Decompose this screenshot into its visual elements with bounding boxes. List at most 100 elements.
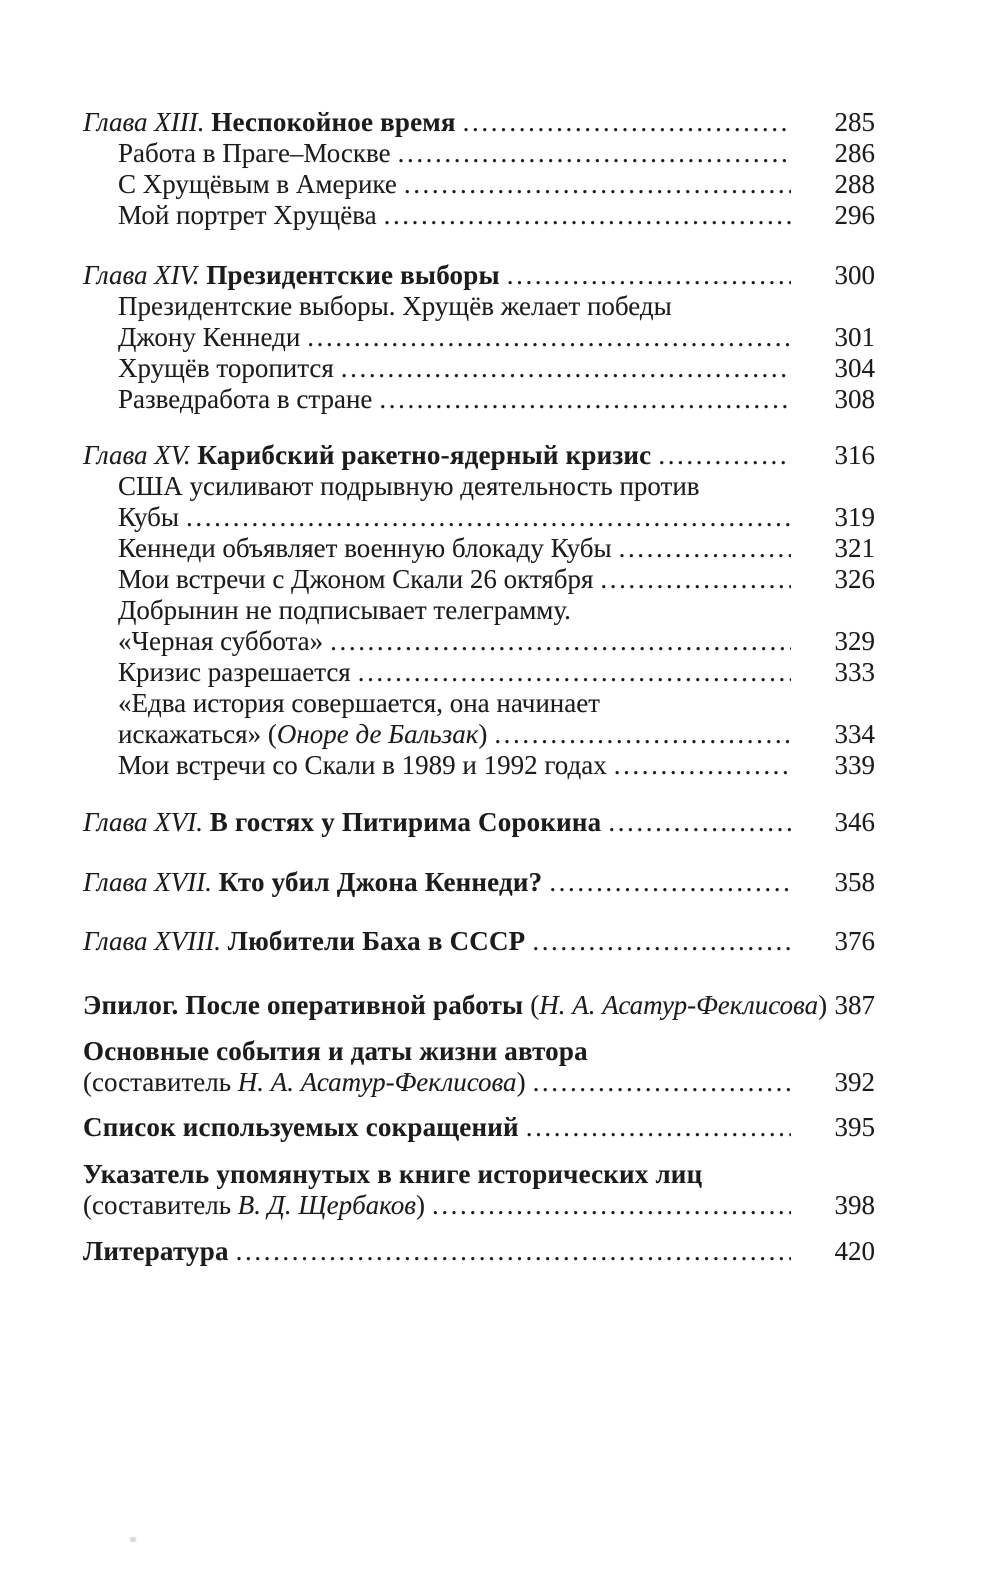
entry-text-segment: Глава XVII.: [83, 867, 219, 897]
entry-text-segment: Основные события и даты жизни автора: [83, 1036, 588, 1066]
toc-line: Президентские выборы. Хрущёв желает побе…: [83, 291, 875, 322]
toc-line: «Едва история совершается, она начинает: [83, 688, 875, 719]
toc-line: Глава XV. Карибский ракетно-ядерный криз…: [83, 440, 875, 471]
dot-leader: [526, 1112, 791, 1143]
entry-text-segment: Глава XIV.: [83, 260, 207, 290]
toc-line: Литература 420: [83, 1236, 875, 1267]
dot-leader: [658, 440, 791, 471]
entry-text-segment: Н. А. Асатур-Феклисова: [539, 990, 819, 1020]
entry-text: Глава XVII. Кто убил Джона Кеннеди?: [83, 867, 542, 898]
dot-leader: [494, 719, 791, 750]
page-number: 333: [834, 657, 876, 687]
dot-leader: [404, 169, 791, 200]
dot-leader: [619, 533, 791, 564]
entry-text-segment: Президентские выборы: [206, 260, 500, 290]
entry-text-segment: Глава XV.: [83, 440, 198, 470]
entry-text: Мой портрет Хрущёва: [118, 200, 377, 231]
dot-leader: [330, 626, 791, 657]
toc-line: Глава XVII. Кто убил Джона Кеннеди? 358: [83, 867, 875, 898]
entry-text: Глава XIII. Неспокойное время: [83, 107, 456, 138]
page-number: 346: [834, 807, 876, 837]
toc-line: Разведработа в стране 308: [83, 384, 875, 415]
page-number: 334: [834, 719, 876, 749]
page-number: 376: [834, 926, 876, 956]
toc-line: искажаться» (Оноре де Бальзак) 334: [83, 719, 875, 750]
entry-text-segment: Неспокойное время: [211, 107, 456, 137]
entry-text-segment: Мои встречи со Скали в 1989 и 1992 годах: [118, 750, 607, 780]
entry-text: Эпилог. После оперативной работы (Н. А. …: [83, 990, 827, 1021]
page-number: 316: [834, 440, 876, 470]
entry-text-segment: Карибский ракетно-ядерный кризис: [197, 440, 652, 470]
dot-leader: [432, 1190, 791, 1221]
entry-text-segment: Список используемых сокращений: [83, 1112, 519, 1142]
entry-text-segment: Эпилог. После оперативной работы: [83, 990, 531, 1020]
entry-text: Литература: [83, 1236, 229, 1267]
page-number: 288: [834, 169, 876, 199]
entry-text: США усиливают подрывную деятельность про…: [118, 471, 700, 502]
page-number: 286: [834, 138, 876, 168]
dot-leader: [614, 750, 791, 781]
entry-text: Указатель упомянутых в книге исторически…: [83, 1159, 702, 1190]
toc-line: Кубы 319: [83, 502, 875, 533]
toc-line: Мои встречи со Скали в 1989 и 1992 годах…: [83, 750, 875, 781]
entry-text-segment: Глава XVIII.: [83, 926, 228, 956]
entry-text-segment: (составитель: [83, 1067, 238, 1097]
page-number: 300: [834, 260, 876, 290]
dot-leader: [532, 926, 791, 957]
dot-leader: [186, 502, 791, 533]
page-number: 392: [834, 1067, 876, 1097]
dot-leader: [600, 564, 791, 595]
toc-line: Кеннеди объявляет военную блокаду Кубы 32…: [83, 533, 875, 564]
toc-line: С Хрущёвым в Америке 288: [83, 169, 875, 200]
entry-text: Список используемых сокращений: [83, 1112, 519, 1143]
dot-leader: [236, 1236, 791, 1267]
entry-text: Мои встречи со Скали в 1989 и 1992 годах: [118, 750, 607, 781]
entry-text: Основные события и даты жизни автора: [83, 1036, 588, 1067]
entry-text-segment: Мои встречи с Джоном Скали 26 октября: [118, 564, 594, 594]
entry-text-segment: Любители Баха в СССР: [227, 926, 526, 956]
entry-text-segment: Джону Кеннеди: [118, 322, 301, 352]
dot-leader: [379, 384, 791, 415]
toc-line: Глава XIV. Президентские выборы 300: [83, 260, 875, 291]
dot-leader: [549, 867, 791, 898]
entry-text-segment: В гостях у Питирима Сорокина: [209, 807, 602, 837]
dot-leader: [398, 138, 791, 169]
toc-line: Кризис разрешается 333: [83, 657, 875, 688]
dot-leader: [341, 353, 791, 384]
entry-text-segment: США усиливают подрывную деятельность про…: [118, 471, 700, 501]
dot-leader: [463, 107, 791, 138]
toc-line: (составитель В. Д. Щербаков) 398: [83, 1190, 875, 1221]
toc-line: США усиливают подрывную деятельность про…: [83, 471, 875, 502]
toc-line: Глава XIII. Неспокойное время 285: [83, 107, 875, 138]
entry-text-segment: Кеннеди объявляет военную блокаду Кубы: [118, 533, 612, 563]
entry-text-segment: Кто убил Джона Кеннеди?: [218, 867, 543, 897]
entry-text: (составитель Н. А. Асатур-Феклисова): [83, 1067, 526, 1098]
entry-text: «Черная суббота»: [118, 626, 323, 657]
entry-text-segment: ): [516, 1067, 526, 1097]
entry-text: Мои встречи с Джоном Скали 26 октября: [118, 564, 593, 595]
entry-text-segment: Президентские выборы. Хрущёв желает побе…: [118, 291, 672, 321]
print-speck: [130, 1537, 136, 1542]
dot-leader: [307, 322, 791, 353]
toc-line: Глава XVI. В гостях у Питирима Сорокина 3…: [83, 807, 875, 838]
entry-text-segment: (составитель: [83, 1190, 238, 1220]
entry-text-segment: (: [530, 990, 540, 1020]
page-number: 387: [834, 990, 876, 1020]
entry-text: Работа в Праге–Москве: [118, 138, 391, 169]
toc-line: Мои встречи с Джоном Скали 26 октября 326: [83, 564, 875, 595]
page-number: 326: [834, 564, 876, 594]
page-number: 319: [834, 502, 876, 532]
toc-line: Мой портрет Хрущёва 296: [83, 200, 875, 231]
page-number: 308: [834, 384, 876, 414]
entry-text-segment: Добрынин не подписывает телеграмму.: [118, 595, 571, 625]
toc-line: Джону Кеннеди 301: [83, 322, 875, 353]
entry-text-segment: Хрущёв торопится: [118, 353, 334, 383]
entry-text-segment: В. Д. Щербаков: [237, 1190, 416, 1220]
page-number: 301: [834, 322, 876, 352]
toc-line: Добрынин не подписывает телеграмму.: [83, 595, 875, 626]
entry-text-segment: Литература: [83, 1236, 229, 1266]
page-number: 285: [834, 107, 876, 137]
page-number: 329: [834, 626, 876, 656]
entry-text-segment: Оноре де Бальзак: [276, 719, 479, 749]
dot-leader: [507, 260, 791, 291]
